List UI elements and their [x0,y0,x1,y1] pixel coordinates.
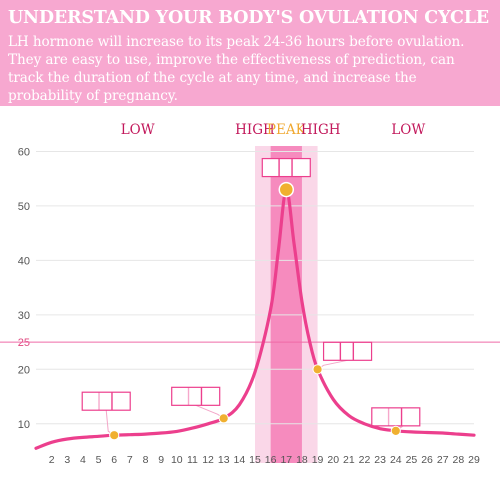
x-tick-label: 22 [359,454,371,466]
test-marker [312,364,323,375]
x-tick-label: 18 [296,454,308,466]
phase-label: HIGH [235,122,275,138]
banner-description: LH hormone will increase to its peak 24-… [8,34,465,104]
x-tick-label: 25 [406,454,418,466]
x-tick-label: 28 [453,454,465,466]
x-tick-label: 8 [143,454,149,466]
y-tick-label: 60 [18,146,30,158]
test-strip-body [171,386,221,406]
x-tick-label: 7 [127,454,133,466]
x-tick-label: 6 [111,454,117,466]
test-marker [390,425,401,436]
test-strip [371,407,421,427]
test-markers [109,181,401,441]
x-tick-label: 14 [234,454,246,466]
x-tick-label: 27 [437,454,449,466]
y-tick-label: 25 [18,337,30,349]
x-tick-label: 10 [171,454,183,466]
phase-label: LOW [391,122,425,138]
x-tick-label: 26 [421,454,433,466]
y-tick-label: 40 [18,255,30,267]
phase-label: HIGH [301,122,341,138]
x-tick-label: 24 [390,454,402,466]
y-tick-label: 20 [18,364,30,376]
test-strips [81,157,421,427]
phase-label: LOW [121,122,155,138]
y-tick-labels: 10 20 25 30 40 50 60 [18,146,30,430]
x-tick-label: 2 [49,454,55,466]
band-peak [270,146,302,463]
test-marker [218,413,229,424]
x-tick-label: 11 [187,454,198,466]
test-strip-body [371,407,421,427]
x-tick-label: 3 [64,454,70,466]
test-strip [322,341,373,361]
header-banner: UNDERSTAND YOUR BODY'S OVULATION CYCLE L… [0,0,500,106]
x-tick-label: 29 [468,454,480,466]
y-tick-label: 30 [18,310,30,322]
y-tick-label: 50 [18,201,30,213]
x-tick-label: 13 [218,454,230,466]
x-tick-label: 5 [96,454,102,466]
test-marker [278,181,295,198]
test-strip-body [322,341,373,361]
x-tick-label: 12 [202,454,214,466]
x-tick-label: 17 [280,454,292,466]
phase-bands [255,146,318,463]
y-tick-label: 10 [18,419,30,431]
test-strip-body [81,391,131,411]
test-marker [109,430,120,441]
x-tick-label: 23 [374,454,386,466]
x-tick-label: 21 [343,454,355,466]
test-strip [171,386,221,406]
x-tick-label: 9 [158,454,164,466]
x-tick-label: 20 [327,454,339,466]
x-tick-label: 4 [80,454,86,466]
x-tick-label: 19 [312,454,324,466]
banner-title: UNDERSTAND YOUR BODY'S OVULATION CYCLE [8,8,489,28]
x-tick-labels: 2 3 4 5 6 7 8 9 10 11 12 13 14 15 16 17 18 19 20 21 22 23 24 25… [49,454,480,466]
x-tick-label: 15 [249,454,261,466]
test-strip [81,391,131,411]
phase-label: PEAK [267,122,307,138]
test-strip-body [261,157,311,178]
test-strip [261,157,311,178]
x-tick-label: 16 [265,454,277,466]
